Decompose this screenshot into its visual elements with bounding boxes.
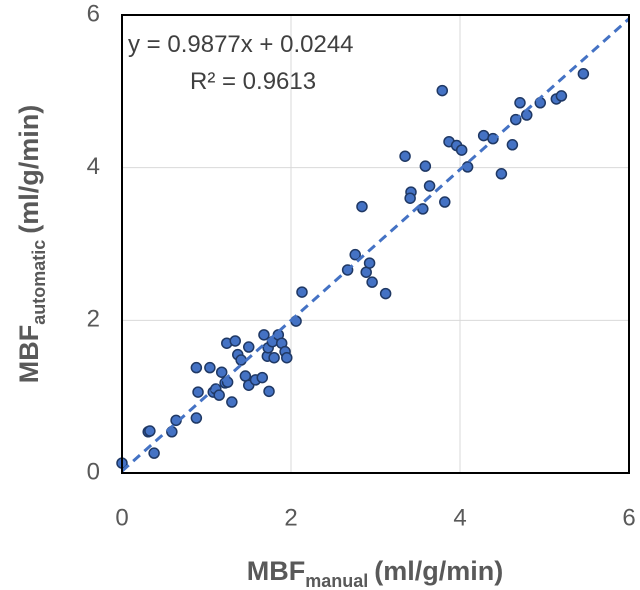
- point: [419, 160, 432, 172]
- point: [148, 447, 160, 459]
- point: [263, 385, 275, 398]
- y-label-sub: automatic: [29, 240, 49, 325]
- point: [404, 192, 416, 204]
- point: [204, 361, 216, 374]
- x-tick-label: 6: [622, 504, 635, 531]
- y-tick-label: 6: [87, 0, 100, 27]
- x-label-sub: manual: [305, 571, 368, 590]
- point: [399, 150, 411, 162]
- y-tick-label: 0: [87, 458, 100, 485]
- point: [281, 351, 293, 364]
- point: [439, 196, 451, 208]
- trendline: [121, 17, 630, 473]
- point: [296, 286, 308, 298]
- y-tick-label: 4: [87, 153, 100, 180]
- point: [144, 425, 156, 437]
- point: [455, 144, 468, 156]
- point: [555, 90, 568, 102]
- y-axis-label: MBFautomatic (ml/g/min): [14, 105, 49, 384]
- point: [213, 389, 225, 401]
- point: [349, 248, 361, 261]
- point: [226, 396, 238, 408]
- x-tick-label: 4: [453, 504, 466, 531]
- y-label-main: MBF: [14, 325, 44, 383]
- point: [506, 139, 519, 151]
- point: [477, 129, 490, 142]
- x-axis-label: MBFmanual (ml/g/min): [247, 556, 504, 590]
- point: [190, 361, 203, 374]
- point: [243, 341, 255, 353]
- r-squared: R² = 0.9613: [190, 68, 316, 95]
- plot-frame: [121, 14, 630, 474]
- y-tick-label: 2: [87, 306, 100, 333]
- point: [192, 386, 204, 398]
- point: [495, 168, 508, 180]
- point: [190, 412, 203, 424]
- point: [379, 287, 392, 300]
- point: [229, 335, 241, 347]
- point: [423, 180, 436, 192]
- point: [366, 276, 378, 288]
- point: [215, 366, 228, 378]
- point: [514, 97, 526, 109]
- marks: [116, 17, 630, 473]
- x-label-unit: (ml/g/min): [374, 556, 503, 586]
- point: [256, 371, 269, 384]
- x-label-main: MBF: [247, 556, 305, 586]
- point: [363, 257, 376, 269]
- point: [356, 200, 368, 213]
- point: [436, 84, 449, 97]
- x-tick-label: 0: [115, 504, 128, 531]
- point: [258, 329, 270, 341]
- x-tick-label: 2: [284, 504, 297, 531]
- y-label-unit: (ml/g/min): [14, 105, 44, 234]
- point: [268, 351, 280, 364]
- equation: y = 0.9877x + 0.0244: [128, 31, 354, 58]
- point: [577, 68, 590, 80]
